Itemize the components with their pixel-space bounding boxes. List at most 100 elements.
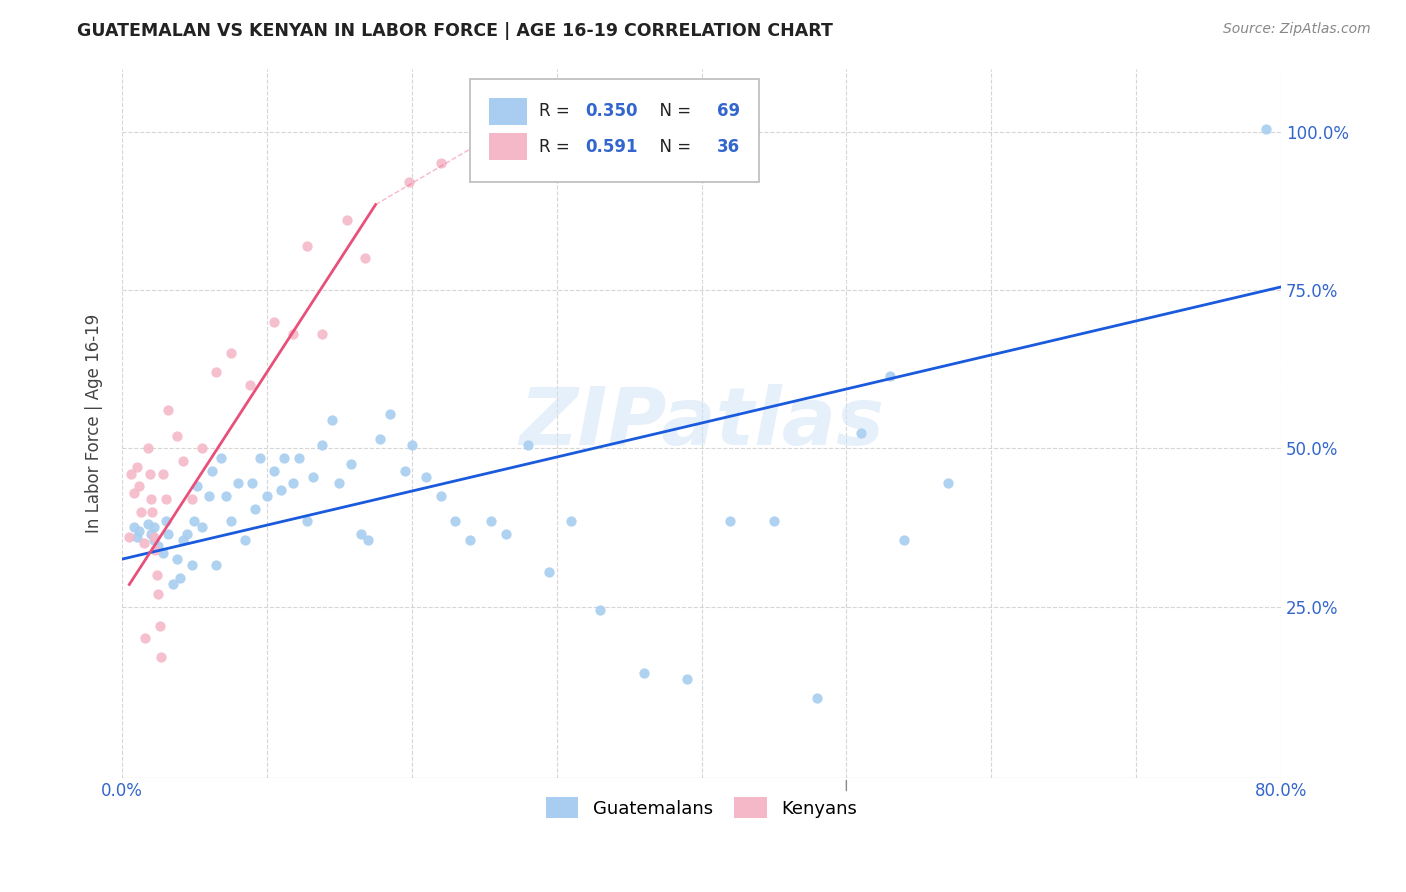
Point <box>444 514 467 528</box>
Point <box>560 514 582 528</box>
Point <box>125 530 148 544</box>
Point <box>118 530 141 544</box>
Point <box>936 476 959 491</box>
Point <box>516 438 538 452</box>
Text: N =: N = <box>650 102 697 120</box>
Point <box>190 520 212 534</box>
Point <box>155 491 177 506</box>
Point <box>180 558 202 573</box>
Point <box>481 514 503 528</box>
Point <box>162 577 184 591</box>
Point <box>415 470 437 484</box>
Bar <box>489 133 526 160</box>
Point <box>166 428 188 442</box>
Point <box>152 467 174 481</box>
Text: 36: 36 <box>717 137 740 155</box>
Point <box>142 520 165 534</box>
Point <box>152 546 174 560</box>
Point <box>148 540 170 554</box>
Point <box>263 463 285 477</box>
Point <box>142 533 165 548</box>
Point <box>157 403 180 417</box>
Point <box>633 666 655 681</box>
Point <box>149 618 172 632</box>
Point <box>394 463 416 477</box>
Text: GUATEMALAN VS KENYAN IN LABOR FORCE | AGE 16-19 CORRELATION CHART: GUATEMALAN VS KENYAN IN LABOR FORCE | AG… <box>77 22 834 40</box>
Point <box>146 568 169 582</box>
Point <box>311 327 333 342</box>
Point <box>245 501 267 516</box>
Point <box>198 489 221 503</box>
Point <box>138 467 160 481</box>
Point <box>190 442 212 456</box>
Point <box>256 489 278 503</box>
Text: R =: R = <box>540 137 575 155</box>
Point <box>201 463 224 477</box>
Point <box>249 450 271 465</box>
Point <box>219 346 242 360</box>
Point <box>321 413 343 427</box>
Point <box>148 587 170 601</box>
Point <box>150 650 173 665</box>
Point <box>186 479 208 493</box>
Point <box>401 438 423 452</box>
Point <box>183 514 205 528</box>
Point <box>122 520 145 534</box>
Point <box>357 533 380 548</box>
Point <box>368 432 391 446</box>
Text: 0.591: 0.591 <box>586 137 638 155</box>
Point <box>205 365 228 379</box>
Point <box>302 470 325 484</box>
Point <box>139 491 162 506</box>
Point <box>495 526 517 541</box>
Point <box>458 533 481 548</box>
Point <box>879 368 901 383</box>
Point <box>806 691 828 706</box>
Point <box>157 526 180 541</box>
Point <box>378 407 401 421</box>
Point <box>172 533 194 548</box>
Text: 69: 69 <box>717 102 740 120</box>
Point <box>340 457 363 471</box>
Point <box>589 603 612 617</box>
Point <box>226 476 249 491</box>
Point <box>136 442 159 456</box>
Y-axis label: In Labor Force | Age 16-19: In Labor Force | Age 16-19 <box>86 313 103 533</box>
Point <box>350 526 373 541</box>
Text: ZIPatlas: ZIPatlas <box>519 384 884 462</box>
Point <box>242 476 264 491</box>
Point <box>273 450 295 465</box>
Point <box>136 517 159 532</box>
Text: R =: R = <box>540 102 575 120</box>
Point <box>129 505 152 519</box>
Legend: Guatemalans, Kenyans: Guatemalans, Kenyans <box>538 790 865 825</box>
Point <box>180 491 202 506</box>
Point <box>288 450 311 465</box>
Point <box>169 571 191 585</box>
FancyBboxPatch shape <box>470 79 759 182</box>
Point <box>128 479 150 493</box>
Point <box>263 315 285 329</box>
Point <box>122 485 145 500</box>
Point <box>1256 121 1278 136</box>
Point <box>166 552 188 566</box>
Point <box>281 327 304 342</box>
Point <box>336 213 359 227</box>
Point <box>233 533 256 548</box>
Point <box>676 673 699 687</box>
Point <box>139 526 162 541</box>
Text: Source: ZipAtlas.com: Source: ZipAtlas.com <box>1223 22 1371 37</box>
Point <box>297 239 319 253</box>
Point <box>176 526 198 541</box>
Point <box>893 533 915 548</box>
Point <box>398 176 420 190</box>
Point <box>762 514 785 528</box>
Point <box>538 565 561 579</box>
Point <box>429 156 451 170</box>
Point <box>145 542 167 557</box>
Point <box>281 476 304 491</box>
Point <box>120 467 142 481</box>
Text: N =: N = <box>650 137 697 155</box>
Point <box>429 489 451 503</box>
Bar <box>489 97 526 125</box>
